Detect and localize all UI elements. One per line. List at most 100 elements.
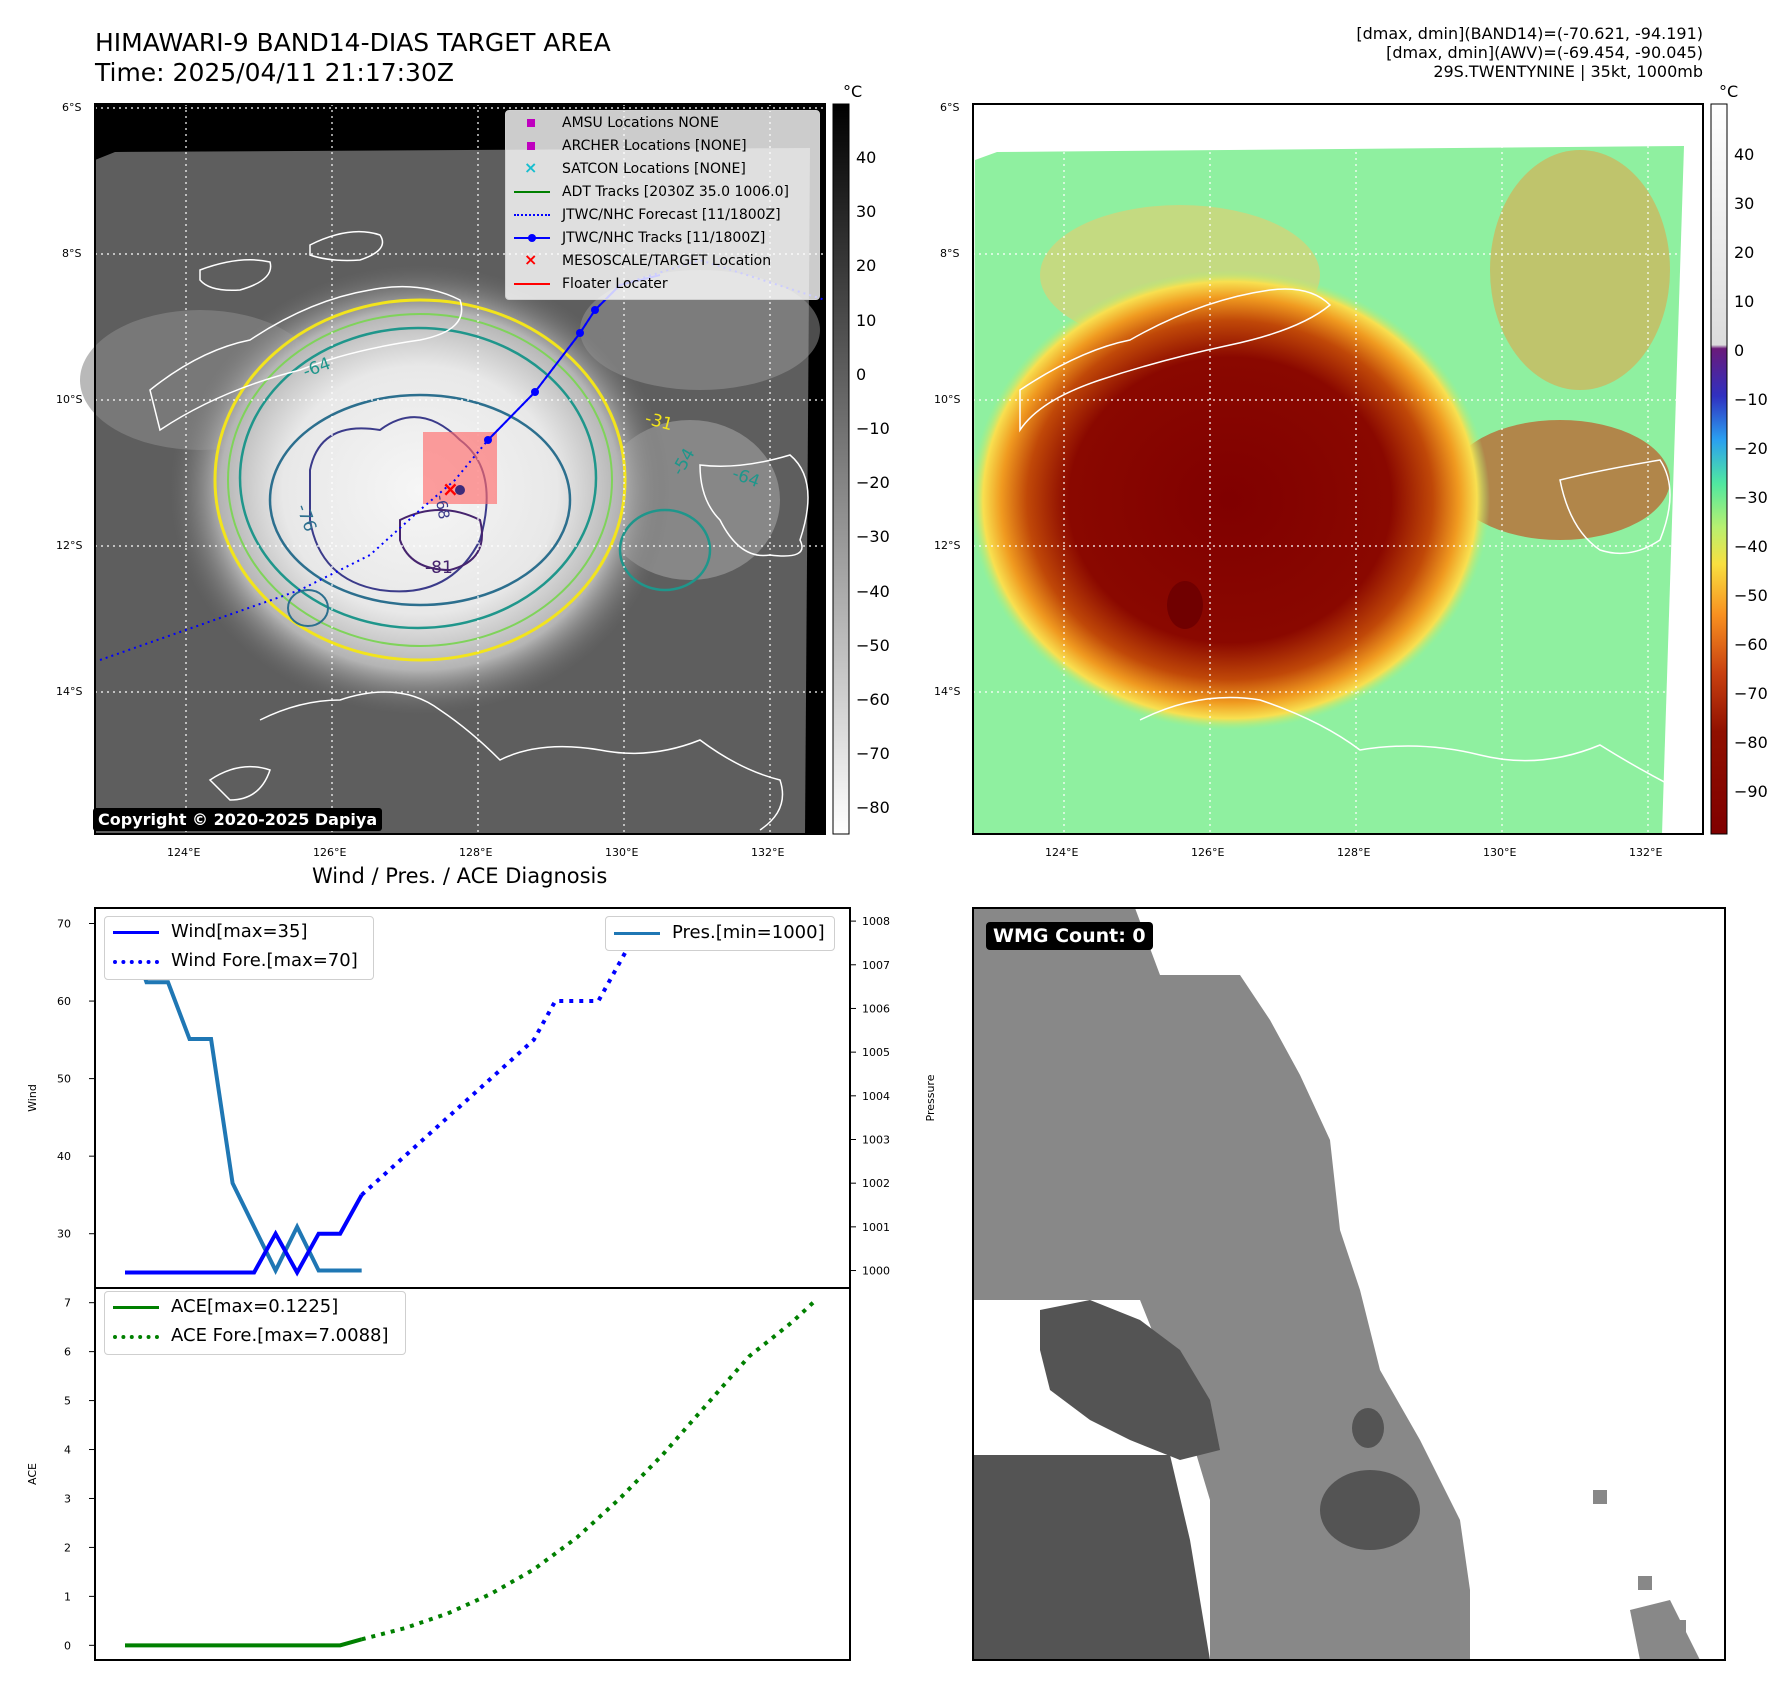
legend-item-floater: Floater Locater: [506, 272, 819, 295]
right-colorbar-tick: 40: [1734, 145, 1755, 164]
left-lon-label-4: 132°E: [751, 846, 785, 859]
title-line-1: HIMAWARI-9 BAND14-DIAS TARGET AREA: [95, 28, 611, 57]
legend-item-archer: ARCHER Locations [NONE]: [506, 134, 819, 157]
contour-violet: [399, 509, 483, 572]
ace-tick-label: 6: [64, 1346, 71, 1359]
ace-tick-label: 0: [64, 1639, 71, 1652]
pressure-series-line: [123, 920, 362, 1276]
contour-blue: [268, 393, 572, 607]
legend-item-satcon: × SATCON Locations [NONE]: [524, 157, 746, 177]
info-storm-name: 29S.TWENTYNINE | 35kt, 1000mb: [1433, 62, 1703, 81]
left-lat-label-1: 8°S: [62, 247, 82, 260]
pressure-tick-label: 1004: [862, 1090, 890, 1103]
right-lat-label-3: 12°S: [934, 539, 961, 552]
left-colorbar-tick: 0: [856, 364, 867, 384]
wind-tick-label: 70: [57, 918, 71, 931]
right-lat-label-0: 6°S: [940, 101, 960, 114]
pressure-tick-label: 1002: [862, 1177, 890, 1190]
right-colorbar-tick: −40: [1734, 537, 1768, 556]
right-colorbar-tick: 0: [1734, 341, 1745, 360]
legend-ace: ACE[max=0.1225]: [105, 1292, 405, 1321]
info-band14-range: [dmax, dmin](BAND14)=(-70.621, -94.191): [1356, 24, 1703, 43]
right-colorbar-tick: −70: [1734, 684, 1768, 703]
legend-item-jtwc-tracks: JTWC/NHC Tracks [11/1800Z]: [506, 226, 819, 249]
ace-series-line: [125, 1637, 363, 1648]
right-colorbar-tick: −50: [1734, 586, 1768, 605]
diagnosis-title: Wind / Pres. / ACE Diagnosis: [312, 864, 608, 888]
left-colorbar-tick: 30: [856, 202, 877, 222]
jtwc-forecast-track: [99, 258, 826, 661]
left-colorbar-tick: 40: [856, 148, 877, 167]
right-colorbar-unit: °C: [1719, 82, 1739, 101]
wind-forecast-series-line: [360, 921, 815, 1197]
ace-tick-label: 3: [64, 1492, 71, 1505]
left-lon-label-3: 130°E: [605, 846, 639, 859]
pressure-tick-label: 1001: [862, 1221, 890, 1234]
right-lon-label-1: 126°E: [1191, 846, 1225, 859]
ace-forecast-series-line: [361, 1300, 815, 1642]
right-colorbar-tick: 30: [1734, 194, 1755, 213]
right-colorbar-tick: −30: [1734, 488, 1768, 507]
right-colorbar-tick: −80: [1734, 733, 1768, 752]
pressure-tick-label: 1007: [862, 959, 890, 972]
right-map-grid: [973, 104, 1703, 834]
contour-yellow: [213, 298, 627, 662]
wind-series-line: [125, 1193, 364, 1277]
left-colorbar-tick: −50: [856, 635, 890, 655]
left-colorbar-unit: °C: [843, 82, 863, 101]
right-lon-label-0: 124°E: [1045, 846, 1079, 859]
wmg-grey-region: [973, 908, 1470, 1660]
figure-title: HIMAWARI-9 BAND14-DIAS TARGET AREA Time: …: [95, 28, 611, 88]
left-map-legend: AMSU Locations NONE ARCHER Locations [NO…: [505, 110, 820, 300]
wind-tick-label: 30: [57, 1228, 71, 1241]
info-awv-range: [dmax, dmin](AWV)=(-69.454, -90.045): [1386, 43, 1703, 62]
wind-legend: Wind[max=35] Wind Fore.[max=70]: [104, 916, 374, 980]
storm-info: [dmax, dmin](BAND14)=(-70.621, -94.191) …: [1356, 24, 1703, 81]
left-colorbar-tick: −60: [856, 690, 890, 709]
left-ir-map: ×: [80, 103, 826, 835]
left-colorbar-tick: 20: [856, 256, 877, 276]
right-lon-label-2: 128°E: [1337, 846, 1371, 859]
right-colorbar-tick: 20: [1734, 243, 1755, 262]
left-colorbar: [832, 103, 850, 835]
wind-tick-label: 50: [57, 1073, 71, 1086]
pressure-legend: Pres.[min=1000]: [605, 916, 835, 951]
left-lat-label-3: 12°S: [56, 539, 83, 552]
left-colorbar-tick: 10: [856, 310, 877, 330]
storm-core: [970, 270, 1490, 730]
left-colorbar-tick: −40: [856, 581, 890, 601]
left-colorbar-tick: −30: [856, 527, 890, 547]
left-colorbar-tick: −80: [856, 798, 890, 818]
contour-label: -81: [425, 558, 453, 578]
left-colorbar-tick: −20: [856, 473, 890, 493]
ace-axis-label: ACE: [26, 1463, 39, 1485]
pressure-axis-label: Pressure: [924, 1074, 937, 1121]
target-location-marker: ×: [442, 477, 459, 501]
ace-tick-label: 1: [64, 1590, 71, 1603]
wmg-count-badge: WMG Count: 0: [986, 922, 1153, 950]
wind-tick-label: 40: [57, 1150, 71, 1163]
right-lat-label-1: 8°S: [940, 247, 960, 260]
right-colorbar: [1710, 103, 1728, 835]
left-colorbar-tick: −10: [856, 419, 890, 438]
pressure-tick-label: 1008: [862, 915, 890, 928]
right-lon-label-3: 130°E: [1483, 846, 1517, 859]
right-lon-label-4: 132°E: [1629, 846, 1663, 859]
copyright-badge: Copyright © 2020-2025 Dapiya: [93, 808, 383, 831]
left-lon-label-0: 124°E: [167, 846, 201, 859]
pressure-tick-label: 1000: [862, 1265, 890, 1278]
pressure-tick-label: 1005: [862, 1046, 890, 1059]
right-colorbar-tick: −90: [1734, 782, 1768, 801]
ace-tick-label: 4: [64, 1444, 71, 1457]
right-colorbar-tick: 10: [1734, 292, 1755, 311]
right-awv-map: [970, 103, 1704, 835]
left-lat-label-0: 6°S: [62, 101, 82, 114]
ace-tick-label: 5: [64, 1395, 71, 1408]
left-lat-label-2: 10°S: [56, 393, 83, 406]
wind-axis-label: Wind: [26, 1084, 39, 1112]
legend-item-target: × MESOSCALE/TARGET Location: [524, 249, 772, 269]
legend-ace-forecast: ACE Fore.[max=7.0088]: [105, 1321, 405, 1350]
left-lat-label-4: 14°S: [56, 685, 83, 698]
